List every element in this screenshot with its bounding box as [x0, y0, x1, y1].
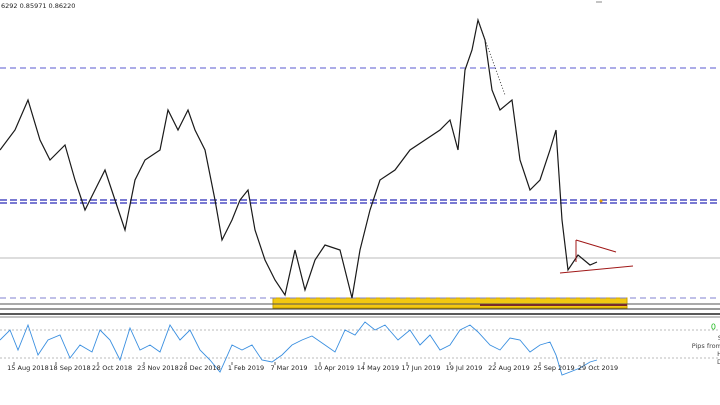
- info-line: H: [717, 350, 720, 358]
- x-tick-label: 19 Jul 2019: [446, 364, 483, 372]
- x-tick-label: 23 Nov 2018: [137, 364, 179, 372]
- x-tick-label: 1 Feb 2019: [228, 364, 264, 372]
- trend-line: [477, 19, 506, 96]
- x-tick-label: 28 Dec 2018: [179, 364, 221, 372]
- x-tick-label: 18 Sep 2018: [49, 364, 90, 372]
- marker: [599, 199, 603, 203]
- triangle-line: [559, 265, 634, 274]
- triangle-line: [575, 239, 617, 253]
- indicator-sketch: [0, 321, 598, 376]
- price-sketch: [0, 17, 598, 299]
- info-line: Pips from: [692, 342, 720, 350]
- info-line: D: [717, 358, 720, 366]
- x-axis: 15 Aug 2018 18 Sep 2018 22 Oct 2018 23 Nov …: [7, 362, 618, 372]
- status-indicator: 0: [711, 323, 716, 332]
- info-line: S: [718, 334, 720, 342]
- support-zone: [272, 297, 628, 309]
- x-tick-label: 10 Apr 2019: [314, 364, 354, 372]
- x-tick-label: 22 Aug 2019: [488, 364, 530, 372]
- x-tick-label: 7 Mar 2019: [270, 364, 307, 372]
- x-tick-label: 17 Jun 2019: [401, 364, 440, 372]
- quote-header: 6292 0.85971 0.86220: [1, 2, 75, 10]
- x-tick-label: 25 Sep 2019: [533, 364, 574, 372]
- x-tick-label: 22 Oct 2018: [92, 364, 132, 372]
- x-tick-label: 14 May 2019: [357, 364, 399, 372]
- x-tick-label: 15 Aug 2018: [7, 364, 49, 372]
- x-tick-label: 29 Oct 2019: [578, 364, 618, 372]
